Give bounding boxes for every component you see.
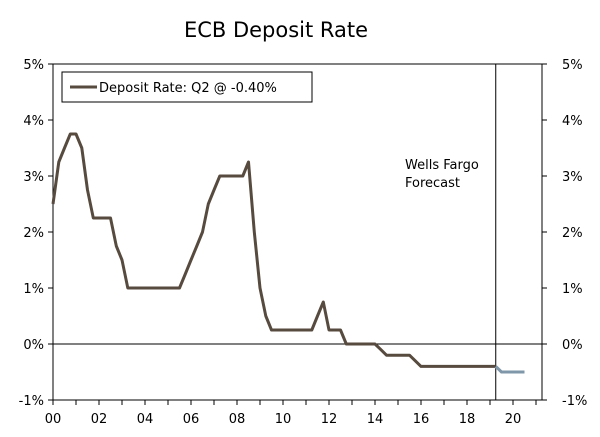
y-tick-label-right: 0%: [562, 338, 583, 353]
x-tick-label: 20: [505, 412, 522, 427]
y-tick-label-left: -1%: [19, 394, 44, 409]
y-tick-label-left: 5%: [23, 58, 44, 73]
x-axis: 00 02 04 06 08 10 12 14 16 18 20: [45, 400, 537, 427]
x-tick-label: 00: [45, 412, 62, 427]
y-tick-label-left: 4%: [23, 114, 44, 129]
legend-label: Deposit Rate: Q2 @ -0.40%: [99, 81, 277, 96]
x-tick-label: 06: [183, 412, 200, 427]
y-tick-label-right: -1%: [562, 394, 587, 409]
x-tick-label: 18: [459, 412, 476, 427]
y-tick-label-left: 3%: [23, 170, 44, 185]
x-tick-label: 04: [137, 412, 154, 427]
y-tick-label-left: 2%: [23, 226, 44, 241]
chart-title: ECB Deposit Rate: [184, 18, 368, 42]
x-tick-label: 16: [413, 412, 430, 427]
x-tick-label: 02: [91, 412, 108, 427]
y-tick-label-right: 3%: [562, 170, 583, 185]
series-layer: [51, 132, 525, 374]
y-tick-label-left: 1%: [23, 282, 44, 297]
x-tick-label: 10: [275, 412, 292, 427]
x-tick-label: 12: [321, 412, 338, 427]
y-tick-label-right: 5%: [562, 58, 583, 73]
deposit-rate-line: [51, 132, 496, 368]
x-tick-label: 08: [229, 412, 246, 427]
y-axis-left: 5% 4% 3% 2% 1% 0% -1%: [19, 58, 53, 409]
x-tick-label: 14: [367, 412, 384, 427]
forecast-annotation-line1: Wells Fargo: [405, 158, 479, 173]
plot-frame: [52, 63, 543, 401]
legend-box: [61, 71, 313, 103]
y-tick-label-right: 4%: [562, 114, 583, 129]
y-axis-right: 5% 4% 3% 2% 1% 0% -1%: [542, 58, 587, 409]
forecast-annotation-line2: Forecast: [405, 176, 460, 191]
forecast-line: [494, 365, 525, 374]
y-tick-label-left: 0%: [23, 338, 44, 353]
y-tick-label-right: 1%: [562, 282, 583, 297]
y-tick-label-right: 2%: [562, 226, 583, 241]
legend: Deposit Rate: Q2 @ -0.40%: [61, 71, 313, 103]
